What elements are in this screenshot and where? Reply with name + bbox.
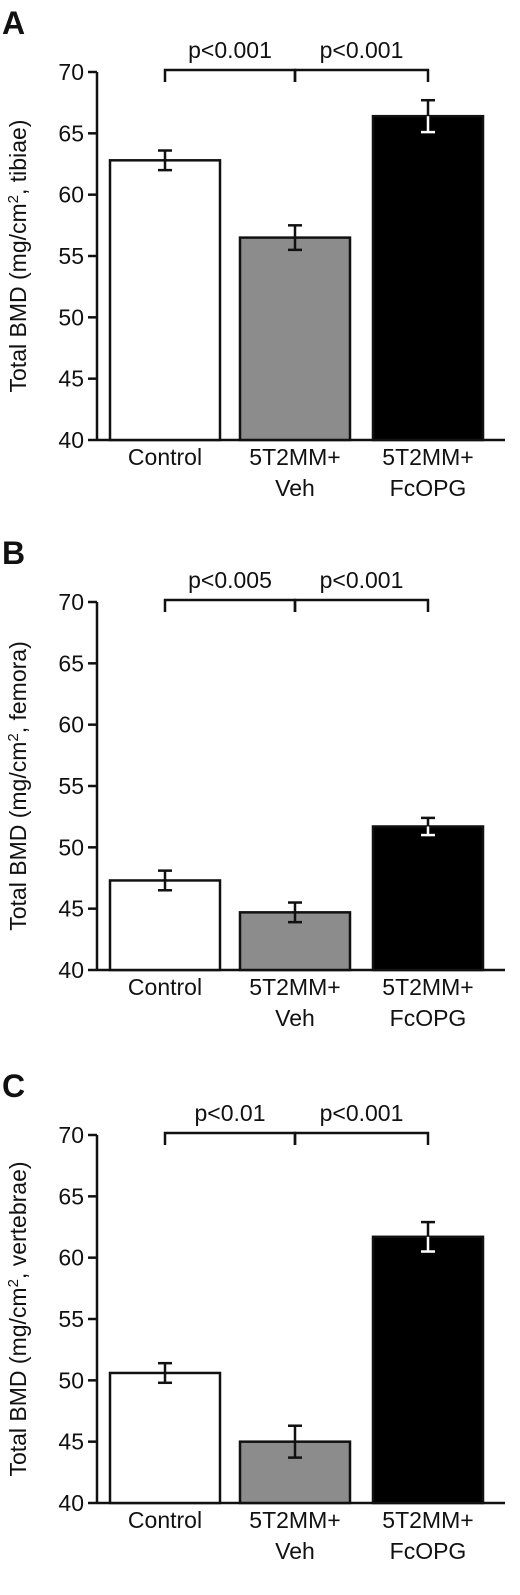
y-tick-label: 40 xyxy=(58,427,84,453)
chart-panel-a: A 40 45 50 55 60 65 70 Total BMD (mg/cm2, tibiae… xyxy=(2,5,505,501)
category-label: Control xyxy=(128,444,202,470)
y-tick-label: 65 xyxy=(58,650,84,676)
y-axis-title: Total BMD (mg/cm2, vertebrae) xyxy=(5,1161,32,1476)
bar-3 xyxy=(371,114,485,442)
significance-bracket xyxy=(293,598,430,612)
bar-3 xyxy=(371,825,485,972)
significance-bracket xyxy=(163,1131,297,1145)
category-label: 5T2MM+ xyxy=(249,974,340,1000)
y-tick-label: 70 xyxy=(58,1122,84,1148)
panel-letter: C xyxy=(2,1068,25,1104)
y-tick-label: 50 xyxy=(58,834,84,860)
significance-bracket xyxy=(293,1131,430,1145)
bar-2 xyxy=(238,236,352,442)
category-label: Control xyxy=(128,1507,202,1533)
category-label: 5T2MM+ xyxy=(382,444,473,470)
significance-label: p<0.001 xyxy=(320,37,404,63)
y-axis-title: Total BMD (mg/cm2, femora) xyxy=(5,641,32,931)
y-tick-label: 50 xyxy=(58,1367,84,1393)
y-tick-label: 70 xyxy=(58,59,84,85)
category-label: Veh xyxy=(275,1538,315,1564)
category-label: FcOPG xyxy=(390,475,467,501)
significance-label: p<0.001 xyxy=(320,567,404,593)
category-label: 5T2MM+ xyxy=(249,444,340,470)
y-axis-title: Total BMD (mg/cm2, tibiae) xyxy=(5,120,32,393)
category-label: Veh xyxy=(275,1005,315,1031)
significance-label: p<0.001 xyxy=(320,1100,404,1126)
y-tick-label: 65 xyxy=(58,120,84,146)
y-tick-label: 45 xyxy=(58,1429,84,1455)
chart-panel-c: C 40 45 50 55 60 65 70 Total BMD (mg/cm2, verteb… xyxy=(2,1068,505,1564)
y-tick-label: 55 xyxy=(58,773,84,799)
significance-label: p<0.005 xyxy=(188,567,272,593)
category-label: 5T2MM+ xyxy=(382,1507,473,1533)
bar-1 xyxy=(108,1371,222,1505)
significance-bracket xyxy=(163,68,297,82)
y-tick-label: 60 xyxy=(58,1245,84,1271)
chart-panel-b: B 40 45 50 55 60 65 70 Total BMD (mg/cm2, femora… xyxy=(2,535,505,1031)
category-label: 5T2MM+ xyxy=(382,974,473,1000)
y-tick-label: 45 xyxy=(58,366,84,392)
significance-label: p<0.001 xyxy=(188,37,272,63)
y-tick-label: 70 xyxy=(58,589,84,615)
y-tick-label: 65 xyxy=(58,1183,84,1209)
category-label: Control xyxy=(128,974,202,1000)
category-label: Veh xyxy=(275,475,315,501)
panel-letter: A xyxy=(2,5,25,41)
y-tick-label: 55 xyxy=(58,1306,84,1332)
category-label: FcOPG xyxy=(390,1538,467,1564)
y-tick-label: 55 xyxy=(58,243,84,269)
y-tick-label: 40 xyxy=(58,957,84,983)
significance-label: p<0.01 xyxy=(195,1100,266,1126)
y-tick-label: 60 xyxy=(58,182,84,208)
y-tick-label: 40 xyxy=(58,1490,84,1516)
panel-letter: B xyxy=(2,535,25,571)
significance-bracket xyxy=(293,68,430,82)
y-tick-label: 50 xyxy=(58,304,84,330)
significance-bracket xyxy=(163,598,297,612)
bar-1 xyxy=(108,159,222,442)
category-label: FcOPG xyxy=(390,1005,467,1031)
bar-3 xyxy=(371,1235,485,1505)
y-tick-label: 45 xyxy=(58,896,84,922)
y-tick-label: 60 xyxy=(58,712,84,738)
bar-1 xyxy=(108,879,222,972)
category-label: 5T2MM+ xyxy=(249,1507,340,1533)
